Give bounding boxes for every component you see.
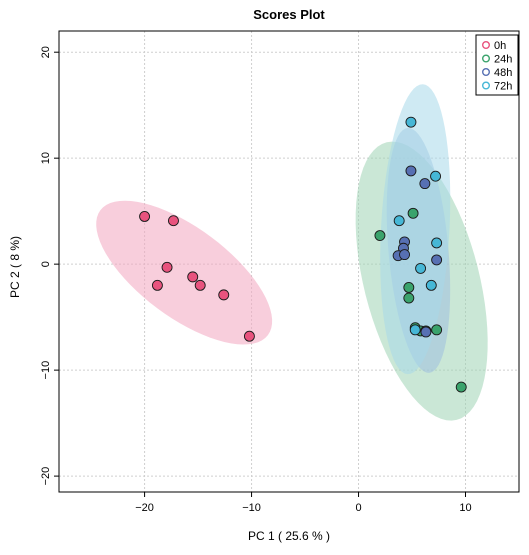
point-72h <box>409 324 421 336</box>
point-48h <box>431 254 443 266</box>
point-0h <box>194 279 206 291</box>
point-72h <box>415 262 427 274</box>
point-24h <box>407 207 419 219</box>
point-72h <box>405 116 417 128</box>
point-72h <box>425 279 437 291</box>
y-tick-label: 10 <box>40 152 52 164</box>
plot-frame <box>58 30 520 493</box>
legend-label-24h: 24h <box>494 54 512 66</box>
point-48h <box>420 326 432 338</box>
legend-label-48h: 48h <box>494 67 512 79</box>
y-axis-label: PC 2 ( 8 %) <box>8 236 22 298</box>
ellipse-0h <box>96 200 273 345</box>
confidence-ellipses <box>96 84 488 421</box>
y-tick-label: −20 <box>40 467 52 486</box>
axis-ticks: −20 −10 0 10 −20 −10 0 10 20 <box>40 46 472 514</box>
chart-title: Scores Plot <box>253 7 325 22</box>
point-72h <box>430 170 442 182</box>
point-24h <box>374 230 386 241</box>
x-axis-label: PC 1 ( 25.6 % ) <box>248 529 330 543</box>
x-tick-label: −20 <box>135 502 154 514</box>
point-0h <box>168 215 179 227</box>
legend-label-0h: 0h <box>494 40 506 52</box>
x-tick-label: 0 <box>355 502 361 514</box>
point-48h <box>399 249 410 261</box>
legend-marker-72h <box>482 81 491 90</box>
point-48h <box>419 178 431 190</box>
x-tick-label: −10 <box>242 502 261 514</box>
point-72h <box>431 237 443 249</box>
legend-marker-24h <box>482 54 491 63</box>
point-24h <box>403 292 415 304</box>
x-tick-label: 10 <box>459 502 471 514</box>
point-48h <box>405 165 417 177</box>
y-tick-label: 0 <box>40 261 52 267</box>
legend-marker-48h <box>482 67 491 76</box>
data-points <box>139 116 467 393</box>
point-0h <box>243 330 255 342</box>
point-24h <box>455 381 467 393</box>
point-0h <box>218 289 230 301</box>
y-tick-label: −10 <box>40 361 52 380</box>
point-72h <box>393 215 405 227</box>
point-0h <box>151 279 163 291</box>
legend-label-72h: 72h <box>494 81 512 93</box>
legend-marker-0h <box>482 41 491 50</box>
point-0h <box>187 271 199 283</box>
point-0h <box>139 211 151 222</box>
point-24h <box>431 324 443 336</box>
y-tick-label: 20 <box>40 46 52 58</box>
point-0h <box>161 261 173 273</box>
point-24h <box>403 282 415 293</box>
ellipse-72h <box>380 84 451 375</box>
